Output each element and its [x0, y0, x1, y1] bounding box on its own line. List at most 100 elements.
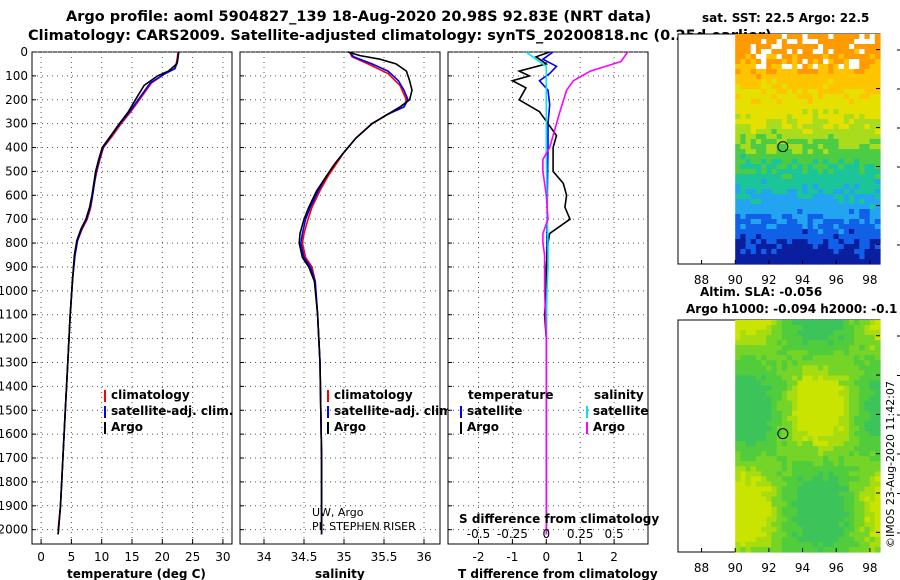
heatmap-cell: [735, 124, 741, 130]
heatmap-cell: [797, 214, 804, 220]
heatmap-cell: [761, 461, 767, 467]
heatmap-cell: [740, 526, 747, 533]
heatmap-cell: [843, 486, 850, 492]
heatmap-cell: [740, 405, 747, 412]
heatmap-cell: [766, 420, 773, 427]
heatmap-cell: [750, 154, 757, 160]
heatmap-cell: [828, 74, 835, 80]
heatmap-cell: [755, 451, 762, 457]
heatmap-cell: [781, 390, 788, 397]
heatmap-cell: [740, 325, 747, 331]
heatmap-cell: [797, 249, 804, 255]
heatmap-cell: [755, 59, 762, 65]
heatmap-cell: [750, 214, 757, 220]
heatmap-cell: [843, 34, 850, 40]
heatmap-cell: [823, 114, 829, 120]
heatmap-cell: [797, 431, 804, 437]
heatmap-cell: [792, 365, 798, 371]
map-y-tick-label: -22: [896, 160, 900, 174]
heatmap-cell: [802, 84, 809, 90]
heatmap-cell: [786, 89, 793, 95]
heatmap-cell: [812, 335, 819, 341]
heatmap-cell: [854, 365, 860, 371]
heatmap-cell: [828, 531, 835, 538]
heatmap-cell: [766, 390, 773, 397]
heatmap-cell: [750, 69, 757, 75]
heatmap-cell: [828, 501, 835, 508]
heatmap-cell: [828, 224, 835, 230]
heatmap-cell: [843, 194, 850, 200]
heatmap-cell: [828, 209, 835, 215]
heatmap-cell: [807, 325, 814, 331]
heatmap-cell: [859, 54, 866, 60]
heatmap-cell: [761, 104, 767, 110]
heatmap-cell: [828, 506, 835, 513]
heatmap-cell: [833, 420, 840, 427]
heatmap-cell: [849, 234, 855, 240]
heatmap-cell: [761, 199, 767, 205]
map-x-tick-label: 92: [761, 561, 776, 575]
heatmap-cell: [849, 375, 855, 382]
heatmap-cell: [797, 335, 804, 341]
heatmap-cell: [776, 501, 783, 508]
heatmap-cell: [818, 49, 824, 55]
heatmap-cell: [750, 370, 757, 376]
heatmap-cell: [838, 109, 845, 115]
heatmap-cell: [740, 375, 747, 382]
heatmap-cell: [818, 254, 824, 260]
heatmap-cell: [776, 395, 783, 402]
heatmap-cell: [786, 204, 793, 210]
heatmap-cell: [823, 415, 829, 422]
heatmap-cell: [859, 471, 866, 477]
heatmap-cell: [735, 234, 741, 240]
heatmap-cell: [807, 254, 814, 260]
heatmap-cell: [854, 134, 860, 140]
heatmap-cell: [792, 390, 798, 397]
heatmap-cell: [869, 84, 876, 90]
heatmap-cell: [828, 59, 835, 65]
heatmap-cell: [849, 456, 855, 462]
heatmap-cell: [849, 94, 855, 100]
heatmap-cell: [849, 239, 855, 245]
heatmap-cell: [812, 541, 819, 548]
heatmap-cell: [745, 335, 752, 341]
heatmap-cell: [745, 84, 752, 90]
heatmap-cell: [786, 506, 793, 513]
heatmap-cell: [859, 486, 866, 492]
heatmap-cell: [745, 59, 752, 65]
y-tick-label: 600: [5, 188, 28, 202]
heatmap-cell: [807, 259, 814, 265]
heatmap-cell: [781, 375, 788, 382]
heatmap-cell: [864, 149, 871, 155]
heatmap-cell: [740, 380, 747, 387]
heatmap-cell: [869, 410, 876, 417]
legend-t-argo: Argo: [467, 420, 499, 434]
heatmap-cell: [781, 259, 788, 265]
heatmap-cell: [823, 59, 829, 65]
heatmap-cell: [750, 380, 757, 387]
heatmap-cell: [745, 94, 752, 100]
heatmap-cell: [843, 89, 850, 95]
heatmap-cell: [792, 254, 798, 260]
heatmap-cell: [766, 134, 773, 140]
heatmap-cell: [854, 89, 860, 95]
heatmap-cell: [781, 244, 788, 250]
heatmap-cell: [812, 481, 819, 487]
heatmap-cell: [740, 425, 747, 432]
heatmap-cell: [745, 109, 752, 115]
heatmap-cell: [792, 320, 798, 326]
heatmap-cell: [745, 531, 752, 538]
heatmap-cell: [740, 169, 747, 175]
heatmap-cell: [833, 214, 840, 220]
heatmap-cell: [776, 425, 783, 432]
heatmap-cell: [766, 79, 773, 85]
heatmap-cell: [874, 365, 881, 371]
y-tick-label: 1600: [0, 427, 28, 441]
heatmap-cell: [849, 159, 855, 165]
heatmap-cell: [843, 189, 850, 195]
heatmap-cell: [843, 340, 850, 346]
heatmap-cell: [859, 481, 866, 487]
heatmap-cell: [766, 114, 773, 120]
heatmap-cell: [833, 436, 840, 442]
